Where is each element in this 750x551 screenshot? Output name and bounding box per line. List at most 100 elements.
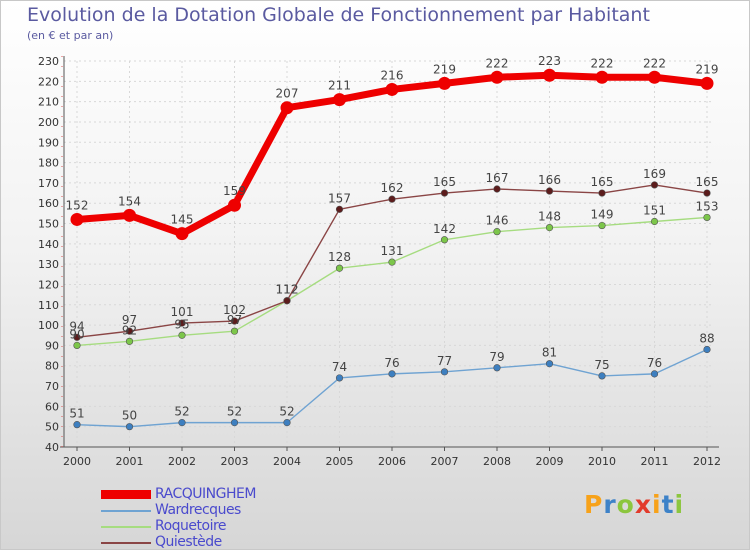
logo-letter: i xyxy=(652,490,662,519)
y-tick-label: 190 xyxy=(38,136,59,149)
proxiti-logo: Proxiti xyxy=(584,490,684,519)
data-point-quiestde xyxy=(545,187,554,195)
data-point-racquinghem xyxy=(543,68,556,82)
x-tick-label: 2012 xyxy=(693,455,721,468)
data-label-wardrecques: 81 xyxy=(542,346,557,360)
data-label-wardrecques: 76 xyxy=(384,356,399,370)
x-tick-label: 2003 xyxy=(221,455,249,468)
x-tick-label: 2011 xyxy=(641,455,669,468)
x-tick-label: 2009 xyxy=(536,455,564,468)
x-tick-label: 2007 xyxy=(431,455,459,468)
data-label-racquinghem: 145 xyxy=(171,213,194,227)
data-point-quiestde xyxy=(703,189,711,197)
y-tick-label: 130 xyxy=(38,258,59,271)
data-point-wardrecques xyxy=(73,421,81,429)
data-label-roquetoire: 151 xyxy=(643,203,666,217)
data-label-roquetoire: 90 xyxy=(69,327,84,341)
data-point-roquetoire xyxy=(125,337,134,345)
data-point-racquinghem xyxy=(438,76,451,90)
data-label-racquinghem: 222 xyxy=(591,56,614,70)
data-label-wardrecques: 88 xyxy=(699,331,714,345)
data-label-wardrecques: 74 xyxy=(332,360,347,374)
data-label-quiestde: 101 xyxy=(171,305,194,319)
data-point-wardrecques xyxy=(388,370,396,378)
y-tick-label: 160 xyxy=(38,197,59,210)
data-point-racquinghem xyxy=(700,76,714,90)
chart-subtitle: (en € et par an) xyxy=(27,29,114,42)
logo-letter: o xyxy=(616,490,635,519)
data-label-roquetoire: 149 xyxy=(591,208,614,222)
data-label-roquetoire: 97 xyxy=(227,313,242,327)
data-label-racquinghem: 222 xyxy=(486,56,509,70)
legend-label: Quiestède xyxy=(155,534,222,550)
y-tick-label: 180 xyxy=(38,157,59,170)
logo-letter: i xyxy=(674,490,685,519)
data-label-quiestde: 169 xyxy=(643,167,666,181)
data-point-racquinghem xyxy=(385,82,399,96)
data-label-quiestde: 167 xyxy=(486,171,509,185)
data-label-wardrecques: 76 xyxy=(647,356,662,370)
data-label-quiestde: 112 xyxy=(276,283,299,297)
data-label-wardrecques: 75 xyxy=(594,358,609,372)
data-label-racquinghem: 216 xyxy=(381,68,404,82)
data-label-roquetoire: 148 xyxy=(538,210,561,224)
y-tick-label: 60 xyxy=(45,400,59,413)
data-point-wardrecques xyxy=(230,419,239,427)
data-label-wardrecques: 79 xyxy=(489,350,504,364)
y-tick-label: 220 xyxy=(38,75,59,88)
data-label-racquinghem: 222 xyxy=(643,56,666,70)
data-point-wardrecques xyxy=(178,419,186,427)
x-tick-label: 2006 xyxy=(378,455,406,468)
logo-letter: x xyxy=(634,490,652,519)
logo-letter: P xyxy=(584,490,604,519)
data-point-quiestde xyxy=(283,297,291,305)
data-label-wardrecques: 52 xyxy=(279,405,294,419)
y-tick-label: 80 xyxy=(45,360,59,373)
data-label-roquetoire: 131 xyxy=(381,244,404,258)
y-tick-label: 50 xyxy=(45,421,59,434)
data-point-wardrecques xyxy=(125,423,134,431)
data-label-quiestde: 94 xyxy=(69,319,84,333)
data-point-quiestde xyxy=(598,189,606,197)
x-tick-label: 2002 xyxy=(168,455,196,468)
data-point-racquinghem xyxy=(648,70,661,84)
data-point-roquetoire xyxy=(73,341,81,350)
data-point-roquetoire xyxy=(440,236,449,244)
y-tick-label: 170 xyxy=(38,177,59,190)
data-label-roquetoire: 95 xyxy=(174,317,189,331)
x-tick-label: 2000 xyxy=(63,455,91,468)
data-point-wardrecques xyxy=(545,360,554,368)
data-point-wardrecques xyxy=(703,345,711,354)
data-point-quiestde xyxy=(493,185,501,193)
data-point-quiestde xyxy=(125,327,134,335)
y-tick-label: 120 xyxy=(38,278,59,291)
data-point-racquinghem xyxy=(228,198,241,212)
data-point-roquetoire xyxy=(388,258,396,266)
data-point-roquetoire xyxy=(493,228,501,236)
data-label-racquinghem: 159 xyxy=(223,184,246,198)
data-point-roquetoire xyxy=(335,264,344,272)
y-tick-label: 110 xyxy=(38,299,59,312)
y-tick-label: 230 xyxy=(38,55,59,68)
data-point-racquinghem xyxy=(280,101,294,115)
data-label-racquinghem: 223 xyxy=(538,54,561,68)
data-label-racquinghem: 152 xyxy=(66,198,89,212)
data-label-roquetoire: 112 xyxy=(276,283,299,297)
chart-title: Evolution de la Dotation Globale de Fonc… xyxy=(27,4,650,26)
data-point-wardrecques xyxy=(650,370,659,378)
data-point-quiestde xyxy=(73,333,81,341)
data-label-quiestde: 165 xyxy=(433,175,456,189)
x-tick-label: 2010 xyxy=(588,455,616,468)
data-label-quiestde: 162 xyxy=(381,181,404,195)
data-point-racquinghem xyxy=(595,70,609,84)
x-tick-label: 2008 xyxy=(483,455,511,468)
data-label-quiestde: 157 xyxy=(328,191,351,205)
data-label-wardrecques: 52 xyxy=(227,405,242,419)
data-point-quiestde xyxy=(440,189,449,197)
data-point-racquinghem xyxy=(123,208,136,222)
data-label-roquetoire: 92 xyxy=(122,323,137,337)
data-point-quiestde xyxy=(335,205,344,213)
data-point-racquinghem xyxy=(490,70,504,84)
data-point-quiestde xyxy=(650,181,659,189)
